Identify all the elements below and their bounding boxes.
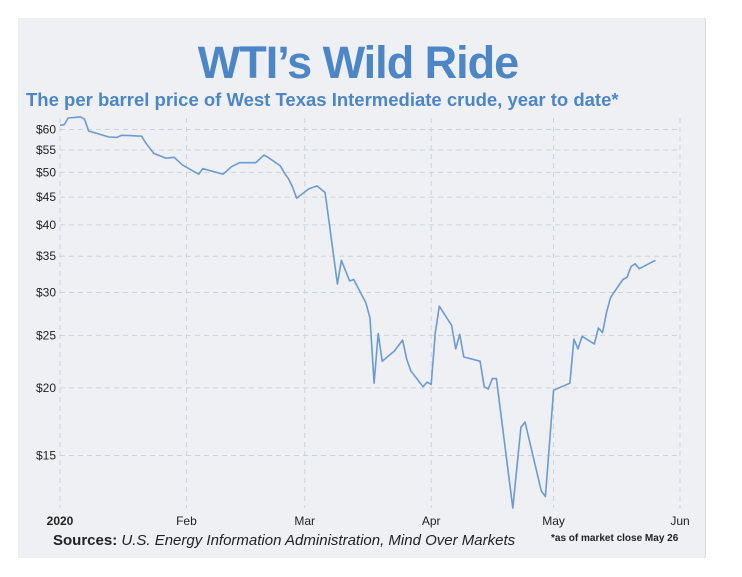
y-axis: $15 $20 $25 $30 $35 $40 $45 $50 $55 $60 (36, 122, 56, 462)
x-tick-label: Feb (176, 514, 197, 528)
chart-subtitle: The per barrel price of West Texas Inter… (26, 89, 619, 110)
y-tick-label: $50 (36, 165, 56, 179)
y-tick-label: $35 (36, 249, 56, 263)
chart-card: WTI’s Wild Ride The per barrel price of … (18, 18, 706, 558)
footnote: *as of market close May 26 (551, 533, 679, 544)
series-layer (59, 116, 656, 509)
y-tick-label: $25 (36, 328, 56, 342)
x-tick-label: Apr (422, 514, 441, 528)
chart-title: WTI’s Wild Ride (197, 37, 519, 88)
y-tick-label: $40 (36, 218, 56, 232)
sources-label: Sources: (53, 532, 118, 549)
y-tick-label: $55 (36, 143, 56, 157)
y-tick-label: $60 (36, 122, 56, 136)
y-tick-label: $30 (36, 285, 56, 299)
x-tick-label: Jun (670, 514, 689, 528)
y-tick-label: $15 (36, 449, 56, 463)
x-tick-label: 2020 (47, 514, 74, 528)
price-line (59, 116, 656, 509)
x-tick-label: May (542, 514, 565, 528)
grid-lines (59, 118, 681, 508)
y-tick-label: $45 (36, 190, 56, 204)
x-tick-label: Mar (294, 514, 315, 528)
x-axis: 2020 Feb Mar Apr May Jun (47, 514, 690, 528)
sources-note: Sources: U.S. Energy Information Adminis… (53, 532, 515, 549)
y-tick-label: $20 (36, 381, 56, 395)
sources-text: U.S. Energy Information Administration, … (121, 532, 516, 549)
line-chart: $15 $20 $25 $30 $35 $40 $45 $50 $55 $60 2020 Feb Ma… (36, 116, 690, 528)
